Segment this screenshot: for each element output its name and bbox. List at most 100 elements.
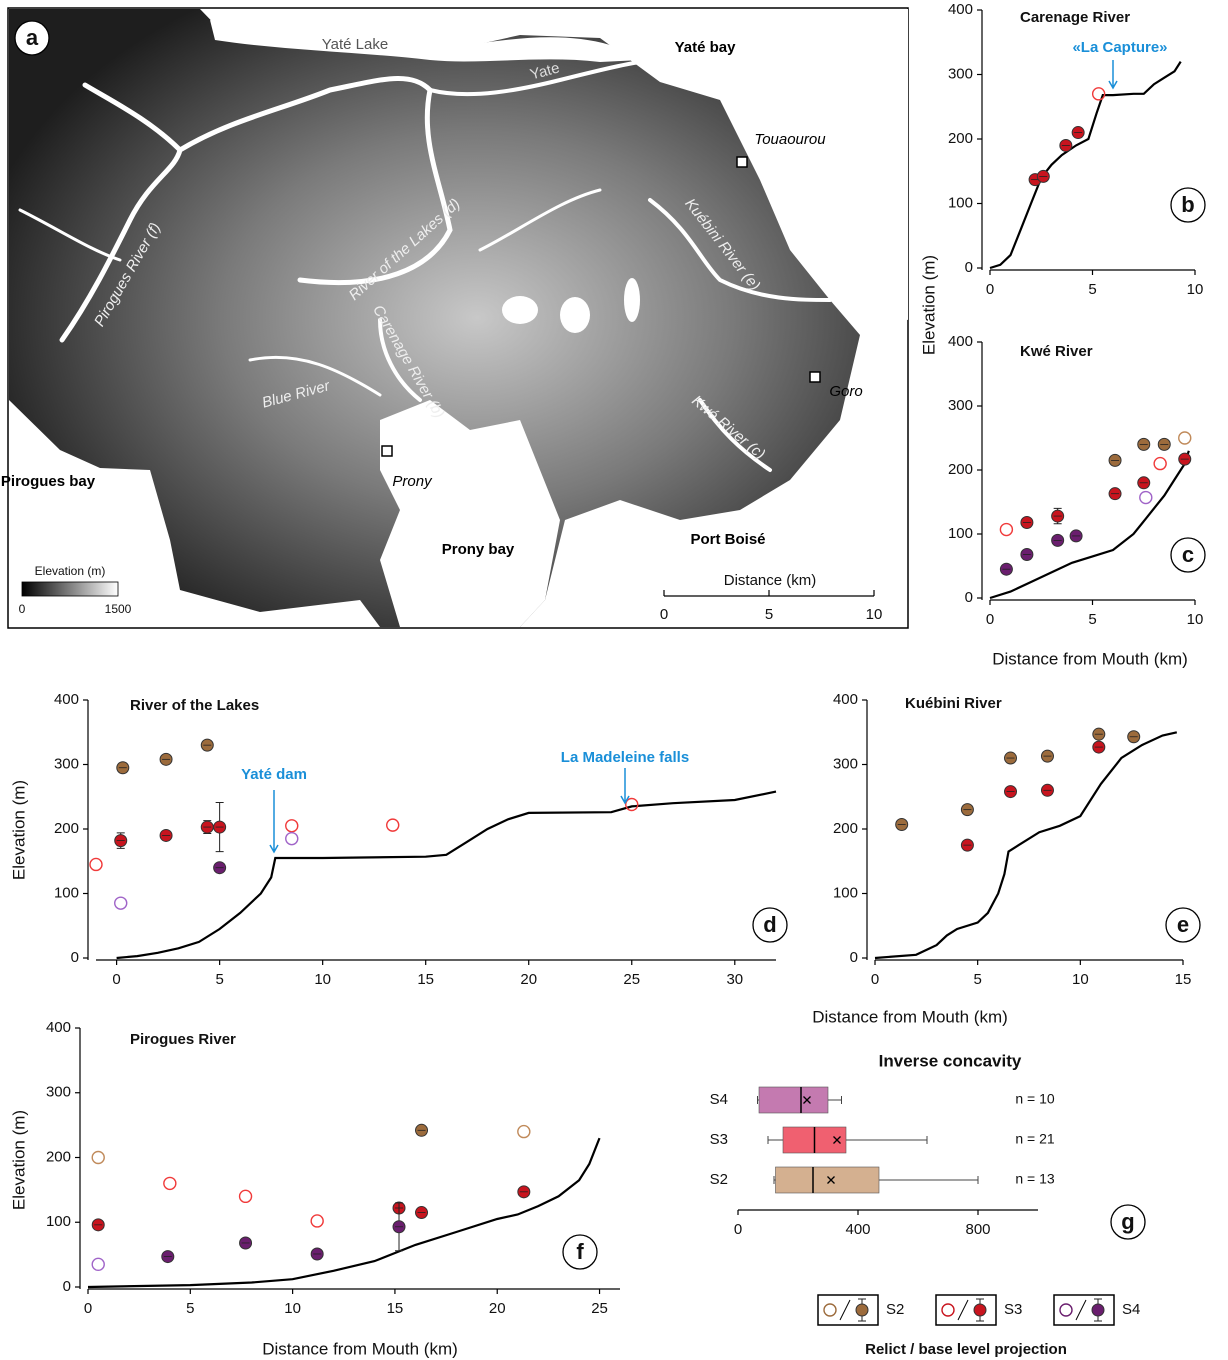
legend-slash	[1076, 1300, 1086, 1320]
legend-box	[818, 1295, 878, 1325]
map-label: Port Boisé	[690, 531, 765, 548]
panel-letter: c	[1182, 542, 1194, 567]
scale-tick-label: 0	[660, 606, 668, 623]
legend-open	[824, 1304, 836, 1316]
x-tick-label: 25	[591, 1300, 608, 1317]
map-label: Pirogues bay	[1, 473, 96, 490]
y-axis-label: Elevation (m)	[9, 1110, 28, 1210]
x-tick-label: 5	[215, 971, 223, 988]
legend-slash	[958, 1300, 968, 1320]
legend-box	[1054, 1295, 1114, 1325]
x-tick-label: 20	[489, 1300, 506, 1317]
y-tick-label: 400	[46, 1019, 71, 1036]
chart-title: River of the Lakes	[130, 697, 259, 714]
x-tick-label: 15	[1175, 971, 1192, 988]
map-label: Touaourou	[754, 131, 826, 148]
x-tick-label: 20	[520, 971, 537, 988]
y-tick-label: 200	[833, 820, 858, 837]
scale-tick-label: 10	[866, 606, 883, 623]
relict-point	[1093, 88, 1105, 100]
x-tick-label: 0	[112, 971, 120, 988]
panel-letter: g	[1121, 1209, 1134, 1234]
y-tick-label: 200	[948, 130, 973, 147]
y-tick-label: 0	[850, 949, 858, 966]
x-tick-label: 5	[1088, 611, 1096, 628]
n-label: n = 10	[1015, 1091, 1055, 1107]
legend-box	[936, 1295, 996, 1325]
y-tick-label: 0	[71, 949, 79, 966]
river-profile	[990, 62, 1181, 268]
y-tick-label: 300	[54, 755, 79, 772]
legend-slash	[840, 1300, 850, 1320]
figure: aYaté LakeYaté bayYateTouaourouKuébini R…	[0, 0, 1228, 1360]
relict-point	[92, 1258, 104, 1270]
relict-point	[626, 798, 638, 810]
annotation-arrow	[1109, 60, 1117, 88]
relict-point	[240, 1190, 252, 1202]
y-tick-label: 100	[46, 1213, 71, 1230]
x-tick-label: 10	[284, 1300, 301, 1317]
colorbar-tick-label: 0	[19, 602, 26, 616]
y-tick-label: 400	[54, 691, 79, 708]
relict-point	[387, 819, 399, 831]
panel-letter: e	[1177, 912, 1189, 937]
category-label: S2	[710, 1171, 728, 1188]
scale-tick-label: 5	[765, 606, 773, 623]
y-tick-label: 400	[948, 1, 973, 18]
relict-point	[1154, 458, 1166, 470]
x-tick-label: 0	[871, 971, 879, 988]
n-label: n = 21	[1015, 1131, 1055, 1147]
chart-title: Carenage River	[1020, 9, 1130, 26]
y-tick-label: 300	[46, 1084, 71, 1101]
x-tick-label: 10	[1187, 611, 1204, 628]
legend-filled	[856, 1304, 868, 1316]
x-tick-label: 5	[973, 971, 981, 988]
annotation: Yaté dam	[241, 766, 307, 783]
x-tick-label: 10	[1187, 281, 1204, 298]
x-tick-label: 10	[1072, 971, 1089, 988]
legend-label: S2	[886, 1301, 904, 1318]
y-tick-label: 300	[833, 755, 858, 772]
y-tick-label: 200	[948, 461, 973, 478]
page: aYaté LakeYaté bayYateTouaourouKuébini R…	[0, 0, 1228, 1360]
legend-open	[1060, 1304, 1072, 1316]
y-tick-label: 0	[965, 589, 973, 606]
legend-filled	[974, 1304, 986, 1316]
chart-title: Pirogues River	[130, 1031, 236, 1048]
annotation-arrow	[270, 790, 278, 852]
y-tick-label: 100	[948, 194, 973, 211]
relict-point	[311, 1215, 323, 1227]
chart-title: Inverse concavity	[879, 1051, 1022, 1070]
river-profile	[875, 732, 1177, 958]
category-label: S3	[710, 1131, 728, 1148]
y-tick-label: 200	[46, 1148, 71, 1165]
y-tick-label: 300	[948, 65, 973, 82]
x-tick-label: 0	[986, 281, 994, 298]
x-tick-label: 0	[84, 1300, 92, 1317]
x-tick-label: 0	[734, 1221, 742, 1238]
y-tick-label: 400	[948, 333, 973, 350]
x-axis-label: Distance from Mouth (km)	[262, 1339, 458, 1358]
x-tick-label: 10	[314, 971, 331, 988]
n-label: n = 13	[1015, 1171, 1055, 1187]
river-profile	[117, 792, 776, 958]
relict-point	[286, 820, 298, 832]
map-panel	[8, 8, 908, 628]
relict-point	[92, 1152, 104, 1164]
panel-letter: d	[763, 912, 776, 937]
x-axis-label: Distance from Mouth (km)	[812, 1007, 1008, 1026]
colorbar-title: Elevation (m)	[35, 564, 106, 578]
legend-label: S4	[1122, 1301, 1140, 1318]
relict-point	[1179, 432, 1191, 444]
y-tick-label: 300	[948, 397, 973, 414]
y-tick-label: 0	[63, 1278, 71, 1295]
relict-point	[1140, 492, 1152, 504]
annotation-arrow	[621, 768, 629, 803]
scale-title: Distance (km)	[724, 572, 817, 589]
map-label: Yaté bay	[675, 39, 737, 56]
x-tick-label: 25	[623, 971, 640, 988]
y-tick-label: 100	[833, 884, 858, 901]
colorbar	[22, 582, 118, 596]
y-tick-label: 100	[54, 884, 79, 901]
map-label: Goro	[829, 383, 862, 400]
